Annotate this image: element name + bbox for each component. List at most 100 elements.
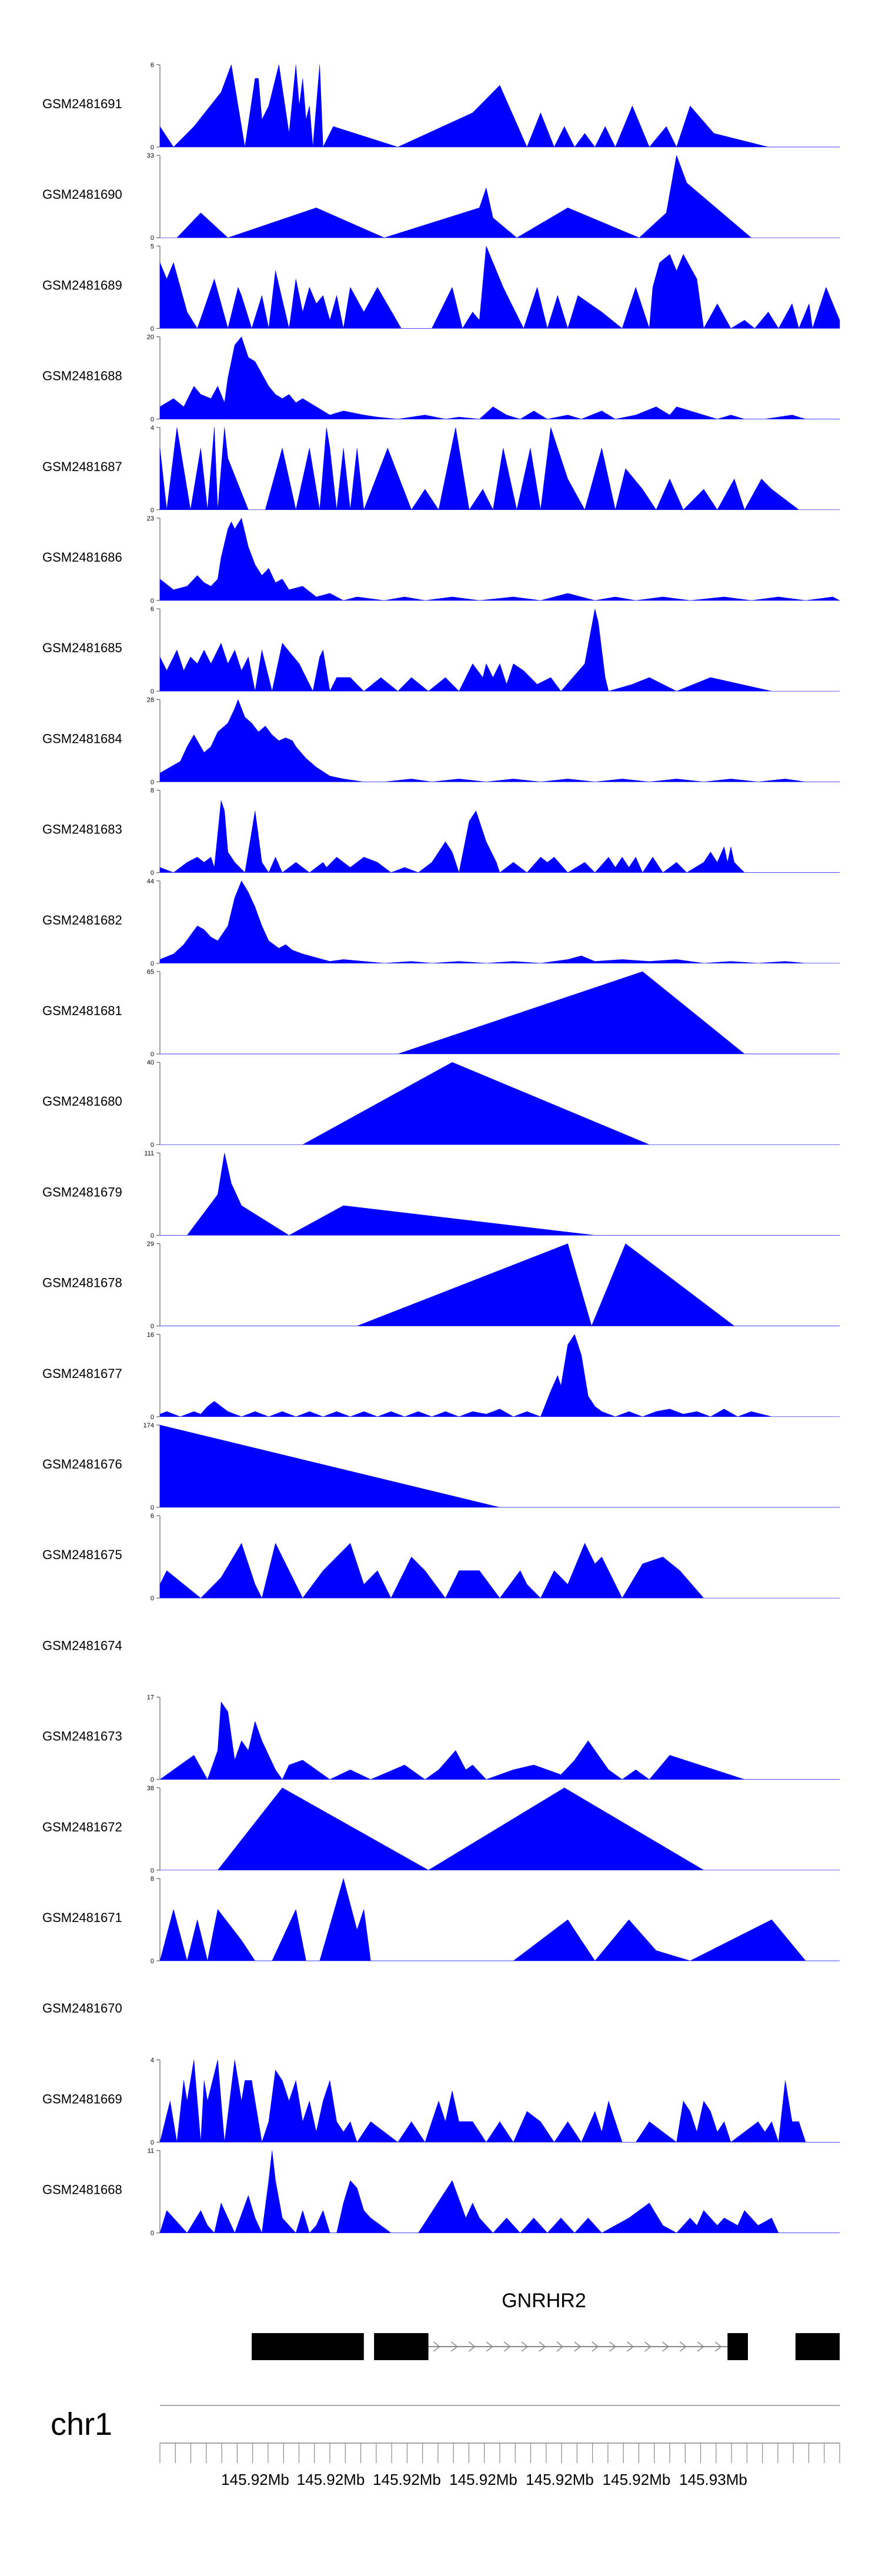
track-label: GSM2481684 — [42, 731, 122, 746]
track-scale-max: 174 — [143, 1422, 154, 1429]
track-scale-min: 0 — [151, 1504, 154, 1511]
track-scale-max: 28 — [147, 696, 154, 703]
track-label: GSM2481670 — [42, 2001, 122, 2016]
track-GSM2481685: GSM2481685 6 0 — [42, 606, 840, 695]
track-label: GSM2481671 — [42, 1910, 122, 1925]
coverage-area — [160, 1787, 840, 1871]
coverage-area — [159, 880, 840, 964]
coverage-area — [159, 518, 840, 601]
track-scale-min: 0 — [151, 1142, 154, 1149]
strand-arrow — [609, 2341, 616, 2352]
strand-arrow — [574, 2341, 582, 2352]
track-label: GSM2481678 — [42, 1276, 122, 1290]
track-GSM2481687: GSM2481687 4 0 — [42, 425, 840, 514]
axis-tick-label: 145.92Mb — [373, 2471, 441, 2488]
track-GSM2481691: GSM2481691 6 0 — [42, 62, 840, 151]
track-scale-max: 38 — [147, 1785, 154, 1792]
track-GSM2481689: GSM2481689 5 0 — [42, 243, 840, 332]
track-GSM2481681: GSM2481681 65 0 — [42, 969, 840, 1058]
track-scale-min: 0 — [151, 2230, 154, 2237]
coverage-area — [160, 971, 840, 1055]
track-label: GSM2481675 — [42, 1547, 122, 1562]
track-scale-max: 33 — [147, 152, 154, 159]
track-scale-min: 0 — [151, 960, 154, 967]
track-GSM2481673: GSM2481673 17 0 — [42, 1694, 840, 1784]
coverage-area — [159, 1334, 840, 1417]
track-scale-max: 65 — [147, 969, 154, 976]
axis-tick-label: 145.92Mb — [526, 2471, 594, 2488]
data-tracks: GSM248169160GSM2481690330GSM248168950GSM… — [42, 62, 840, 2237]
track-GSM2481669: GSM2481669 4 0 — [42, 2057, 840, 2146]
track-GSM2481678: GSM2481678 29 0 — [42, 1241, 840, 1330]
genome-axis-track: chr1 145.92Mb 145.92Mb 145.92Mb 145.92Mb 145.… — [51, 2405, 840, 2488]
track-scale-max: 23 — [147, 515, 154, 522]
track-label: GSM2481686 — [42, 550, 122, 565]
track-label: GSM2481680 — [42, 1094, 122, 1109]
axis-tick-label: 145.92Mb — [449, 2471, 517, 2488]
track-scale-min: 0 — [151, 870, 154, 877]
track-scale-min: 0 — [151, 325, 154, 332]
track-label: GSM2481682 — [42, 913, 122, 927]
track-label: GSM2481669 — [42, 2091, 122, 2106]
track-GSM2481674: GSM2481674 — [42, 1638, 122, 1653]
strand-arrow — [468, 2341, 476, 2352]
track-label: GSM2481688 — [42, 369, 122, 383]
track-label: GSM2481668 — [42, 2183, 122, 2197]
chromosome-label: chr1 — [51, 2407, 112, 2442]
strand-arrow — [714, 2341, 722, 2352]
track-label: GSM2481681 — [42, 1003, 122, 1018]
coverage-area — [159, 2150, 840, 2234]
track-scale-min: 0 — [151, 1323, 154, 1330]
track-GSM2481688: GSM2481688 20 0 — [42, 334, 840, 423]
track-GSM2481683: GSM2481683 8 0 — [42, 788, 840, 877]
track-label: GSM2481683 — [42, 822, 122, 837]
coverage-area — [159, 336, 840, 419]
track-scale-min: 0 — [151, 1051, 154, 1058]
track-scale-max: 5 — [151, 243, 154, 250]
strand-arrow — [679, 2341, 687, 2352]
track-GSM2481672: GSM2481672 38 0 — [42, 1785, 840, 1874]
track-scale-min: 0 — [151, 2139, 154, 2146]
track-GSM2481679: GSM2481679 111 0 — [42, 1150, 840, 1239]
track-scale-min: 0 — [151, 144, 154, 151]
axis-tick-label: 145.92Mb — [221, 2471, 289, 2488]
track-GSM2481677: GSM2481677 16 0 — [42, 1332, 840, 1421]
track-label: GSM2481679 — [42, 1184, 122, 1199]
coverage-area — [160, 155, 840, 238]
track-scale-max: 16 — [147, 1332, 154, 1339]
track-scale-max: 4 — [151, 425, 154, 432]
coverage-area — [160, 1243, 840, 1327]
track-scale-min: 0 — [151, 416, 154, 423]
track-label: GSM2481689 — [42, 278, 122, 292]
track-scale-max: 111 — [144, 1150, 154, 1157]
strand-arrow — [539, 2341, 546, 2352]
track-scale-min: 0 — [151, 1595, 154, 1602]
gene-track: GNRHR2 — [252, 2290, 840, 2360]
track-scale-max: 11 — [148, 2148, 154, 2155]
strand-arrow — [521, 2341, 529, 2352]
strand-arrow — [627, 2341, 634, 2352]
track-label: GSM2481676 — [42, 1457, 122, 1471]
track-scale-min: 0 — [151, 507, 154, 514]
gene-exon — [795, 2333, 840, 2360]
coverage-area — [160, 1062, 840, 1145]
track-label: GSM2481690 — [42, 187, 122, 202]
coverage-area — [159, 246, 840, 329]
track-label: GSM2481691 — [42, 96, 122, 111]
gene-exon — [374, 2333, 429, 2360]
track-scale-min: 0 — [151, 688, 154, 695]
strand-arrow — [451, 2341, 458, 2352]
coverage-area — [159, 1543, 840, 1599]
strand-arrow — [503, 2341, 511, 2352]
track-label: GSM2481673 — [42, 1729, 122, 1744]
track-scale-max: 40 — [147, 1059, 154, 1066]
track-scale-max: 6 — [151, 606, 154, 613]
coverage-area — [159, 1878, 840, 1961]
track-scale-min: 0 — [151, 1867, 154, 1874]
track-scale-max: 29 — [147, 1241, 154, 1248]
track-GSM2481676: GSM2481676 174 0 — [42, 1422, 840, 1511]
track-scale-max: 6 — [151, 62, 154, 69]
track-scale-min: 0 — [151, 1414, 154, 1421]
coverage-area — [159, 427, 840, 510]
